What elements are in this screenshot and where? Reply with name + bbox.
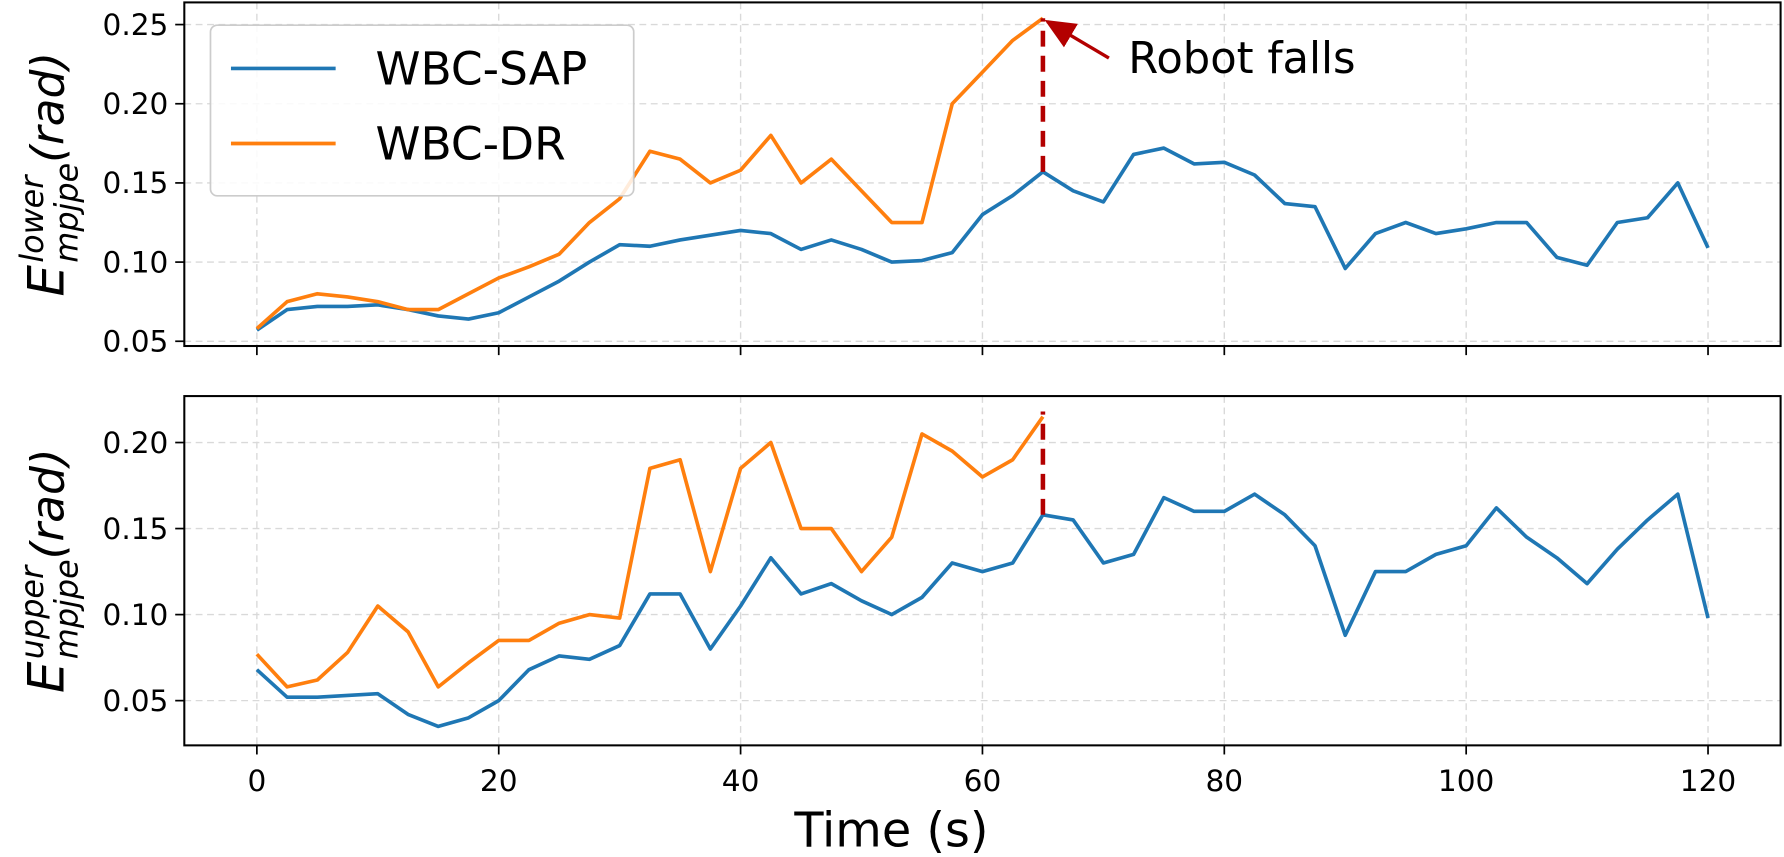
y-label-base: E bbox=[18, 661, 76, 693]
y-label-sub: mpjpe bbox=[47, 559, 85, 659]
y-label-sup: lower bbox=[13, 174, 51, 263]
legend-label: WBC-DR bbox=[375, 117, 565, 170]
series-line bbox=[255, 16, 1044, 330]
annotation-arrow bbox=[1044, 19, 1110, 60]
y-label-sub: mpjpe bbox=[47, 163, 85, 263]
y-label-sup: upper bbox=[13, 564, 51, 659]
y-tick-label: 0.05 bbox=[103, 325, 169, 359]
series-line bbox=[255, 146, 1710, 332]
x-tick-label: 80 bbox=[1205, 764, 1243, 798]
y-tick-label: 0.20 bbox=[103, 87, 169, 121]
y-label-unit: (rad) bbox=[22, 448, 75, 559]
series-line bbox=[255, 492, 1710, 729]
y-tick-label: 0.15 bbox=[103, 166, 169, 200]
subplot: 0 20 40 60 80 100 120 0.05 0.10 0.15 0.20 Time (s) E… bbox=[13, 395, 1782, 857]
y-tick-label: 0.15 bbox=[103, 512, 169, 546]
x-tick-label: 0 bbox=[247, 764, 266, 798]
x-axis-label: Time (s) bbox=[793, 804, 988, 857]
legend-label: WBC-SAP bbox=[375, 42, 587, 95]
y-tick-label: 0.10 bbox=[103, 598, 169, 632]
y-label-unit: (rad) bbox=[22, 52, 75, 163]
x-tick-label: 100 bbox=[1438, 764, 1494, 798]
annotation-text: Robot falls bbox=[1128, 34, 1355, 84]
axes-frame bbox=[183, 395, 1782, 747]
x-tick-label: 120 bbox=[1680, 764, 1736, 798]
x-tick-label: 20 bbox=[480, 764, 518, 798]
y-tick-label: 0.05 bbox=[103, 684, 169, 718]
x-tick-label: 60 bbox=[964, 764, 1002, 798]
y-tick-label: 0.20 bbox=[103, 426, 169, 460]
y-tick-label: 0.10 bbox=[103, 245, 169, 279]
legend: WBC-SAP WBC-DR bbox=[209, 24, 635, 197]
y-tick-label: 0.25 bbox=[103, 8, 169, 42]
x-tick-label: 40 bbox=[722, 764, 760, 798]
y-label-base: E bbox=[18, 265, 76, 297]
series-line bbox=[255, 415, 1045, 689]
axes-frame bbox=[183, 1, 1782, 348]
